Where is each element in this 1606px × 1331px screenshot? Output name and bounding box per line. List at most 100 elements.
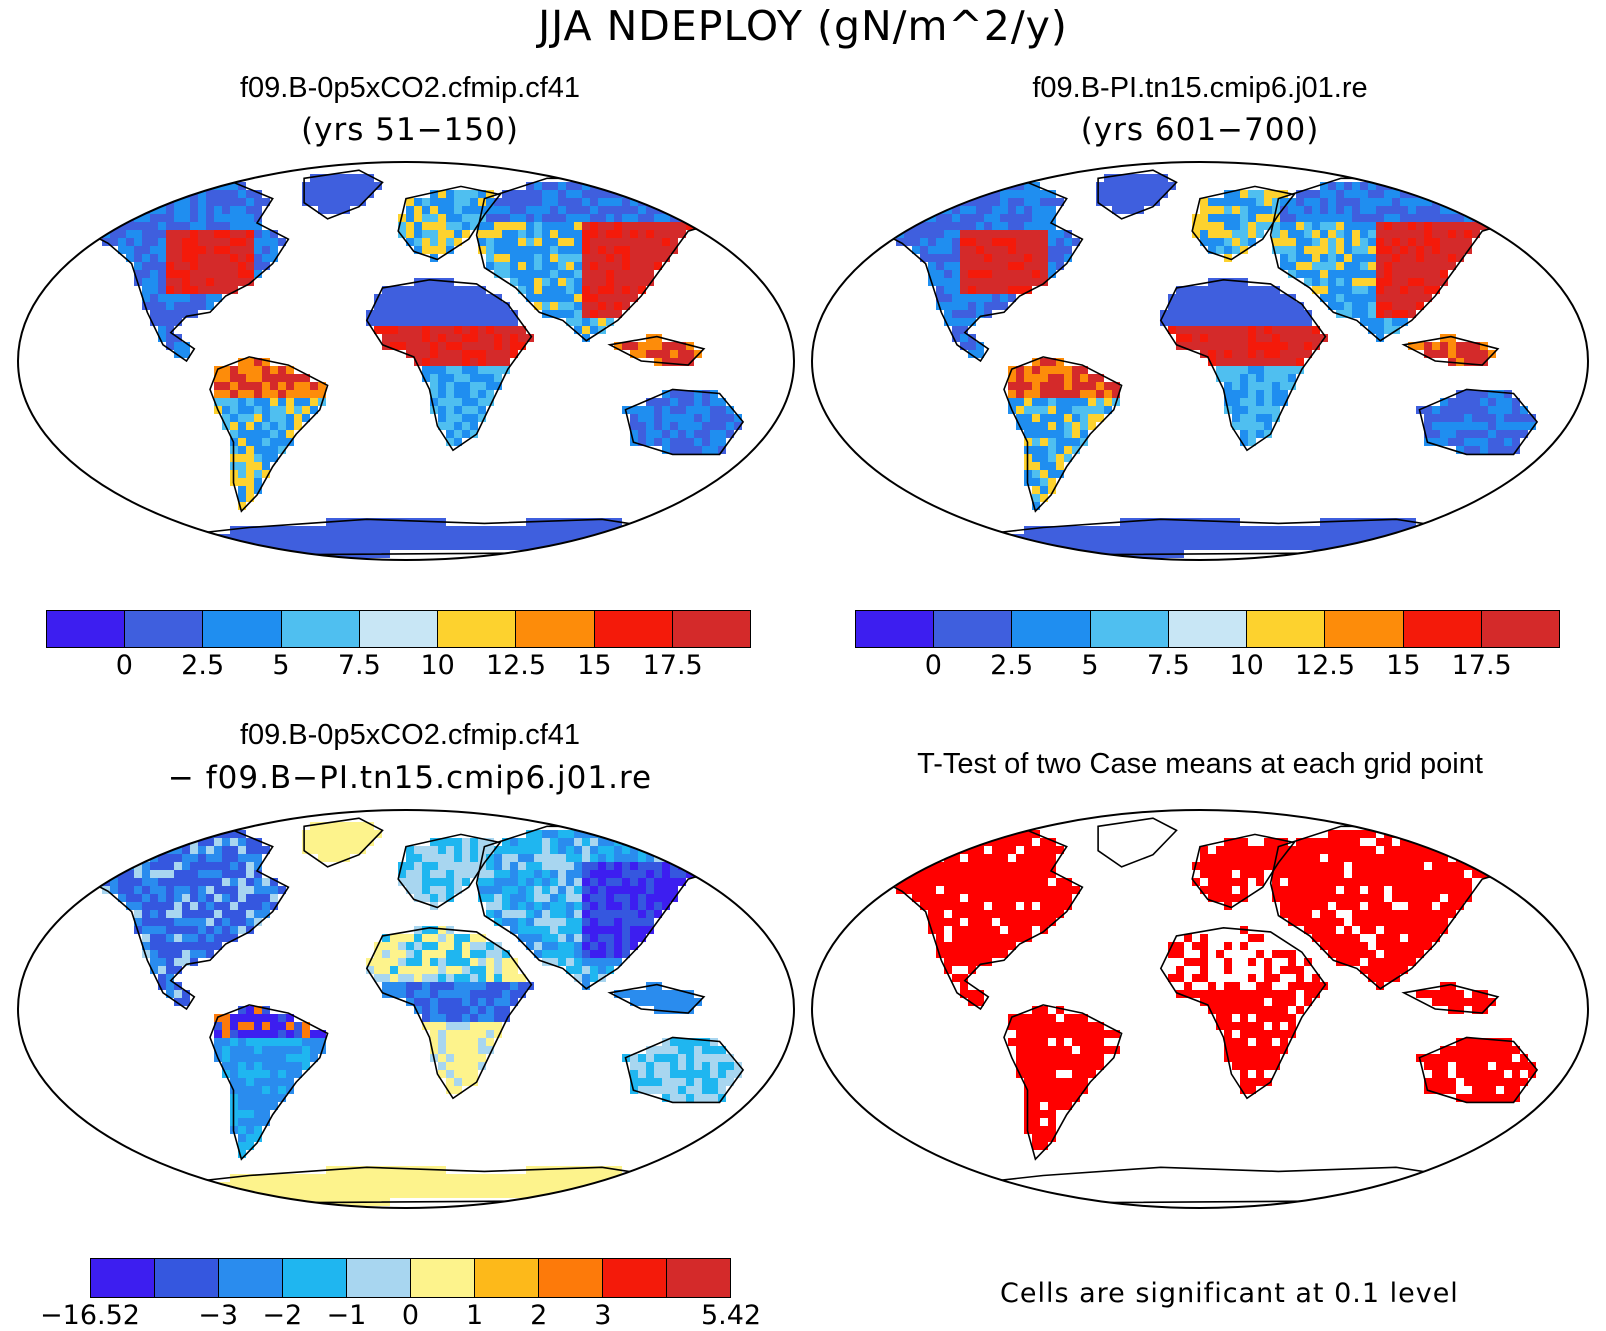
colorbar-tick-label: 17.5 [642, 650, 703, 681]
map-field [869, 169, 1540, 558]
colorbar-tick-label: 0 [115, 650, 133, 681]
coastline-greenland [303, 169, 384, 220]
colorbar-tick-label: −2 [262, 1300, 303, 1331]
colorbar-tick-label: 1 [466, 1300, 484, 1331]
significance-note: Cells are significant at 0.1 level [1000, 1278, 1459, 1309]
colorbar-swatch [203, 611, 282, 647]
coastline-samerica [209, 356, 329, 513]
map-field [75, 169, 746, 558]
colorbar-swatch [856, 611, 935, 647]
coastline-greenland [303, 817, 384, 868]
coastline-samerica [1003, 356, 1123, 513]
coastline-africa [1159, 926, 1327, 1100]
colorbar-tick-label: 15 [1386, 650, 1421, 681]
colorbar-swatch [603, 1259, 667, 1297]
coastline-europe [1191, 185, 1296, 261]
map-ttest [810, 809, 1590, 1209]
coastline-australia [624, 388, 745, 456]
coastline-seasia [1401, 983, 1500, 1014]
colorbar-swatch [667, 1259, 730, 1297]
coastline-seasia [607, 983, 706, 1014]
map-case1 [16, 161, 796, 561]
panel-case2-subtitle: (yrs 601−700) [1080, 112, 1320, 148]
colorbar-tick-label: 0 [401, 1300, 420, 1331]
colorbar-tick-label: 2.5 [990, 650, 1034, 681]
colorbar-tick-label: 10 [1229, 650, 1264, 681]
map-border [810, 809, 1590, 1209]
colorbar-swatch [219, 1259, 283, 1297]
colorbar-swatch [516, 611, 595, 647]
coastline-namerica [75, 829, 290, 1011]
colorbar-tick-label: 10 [420, 650, 455, 681]
coastline-africa [365, 926, 533, 1100]
panel-diff-title: f09.B-0p5xCO2.cfmip.cf41 [239, 719, 581, 751]
colorbar-tick-label: 7.5 [337, 650, 381, 681]
coastline-greenland [1097, 817, 1178, 868]
coastline-samerica [1003, 1004, 1123, 1161]
colorbar-tick-label: 2.5 [181, 650, 225, 681]
coastline-namerica [75, 181, 290, 363]
colorbar-swatch [91, 1259, 155, 1297]
colorbar-tick-label: 12.5 [485, 650, 547, 681]
coastline-samerica [209, 1004, 329, 1161]
colorbar-swatch [539, 1259, 603, 1297]
colorbar-tick-label: 5 [272, 650, 290, 681]
map-border [16, 809, 796, 1209]
colorbar-tick-label: 5 [1081, 650, 1099, 681]
colorbar-swatch [1325, 611, 1404, 647]
colorbar-case1 [46, 610, 751, 648]
coastline-europe [1191, 833, 1296, 909]
map-border [810, 161, 1590, 561]
coastline-africa [365, 278, 533, 452]
colorbar-swatch [934, 611, 1013, 647]
colorbar-swatch [1012, 611, 1091, 647]
coastline-seasia [607, 335, 706, 366]
coastline-namerica [869, 829, 1084, 1011]
colorbar-swatch [594, 611, 673, 647]
panel-ttest-title: T-Test of two Case means at each grid po… [917, 748, 1483, 780]
colorbar-swatch [47, 611, 126, 647]
map-field [869, 817, 1540, 1205]
colorbar-tick-label: −16.52 [40, 1300, 140, 1331]
coastline-africa [1159, 278, 1327, 452]
coastline-australia [1418, 1036, 1539, 1104]
colorbar-swatch [283, 1259, 347, 1297]
colorbar-tick-label: 12.5 [1294, 650, 1356, 681]
colorbar-tick-label: 15 [577, 650, 612, 681]
colorbar-tick-label: 5.42 [700, 1300, 762, 1331]
colorbar-swatch [1481, 611, 1559, 647]
colorbar-swatch [281, 611, 360, 647]
colorbar-tick-label: −1 [326, 1300, 367, 1331]
coastline-australia [624, 1036, 745, 1104]
colorbar-tick-label: 17.5 [1451, 650, 1512, 681]
colorbar-tick-label: 7.5 [1146, 650, 1190, 681]
colorbar-swatch [359, 611, 439, 647]
colorbar-swatch [672, 611, 750, 647]
coastline-greenland [1097, 169, 1178, 220]
coastline-europe [397, 185, 502, 261]
map-diff [16, 809, 796, 1209]
colorbar-tick-label: 2 [530, 1300, 548, 1331]
figure-title: JJA NDEPLOY (gN/m^2/y) [538, 2, 1068, 50]
colorbar-diff [90, 1258, 731, 1298]
colorbar-tick-label: 0 [924, 650, 942, 681]
coastline-australia [1418, 388, 1539, 456]
colorbar-tick-label: 3 [594, 1300, 612, 1331]
colorbar-swatch [438, 611, 517, 647]
colorbar-tick-label: −3 [198, 1300, 239, 1331]
colorbar-swatch [1090, 611, 1169, 647]
colorbar-case2 [855, 610, 1560, 648]
colorbar-swatch [347, 1259, 411, 1297]
coastline-namerica [869, 181, 1084, 363]
map-border [16, 161, 796, 561]
panel-case2-title: f09.B-PI.tn15.cmip6.j01.re [1032, 72, 1368, 104]
colorbar-swatch [411, 1259, 475, 1297]
map-field [75, 817, 746, 1206]
colorbar-swatch [1403, 611, 1482, 647]
colorbar-swatch [475, 1259, 539, 1297]
colorbar-swatch [125, 611, 204, 647]
colorbar-swatch [1247, 611, 1326, 647]
panel-case1-title: f09.B-0p5xCO2.cfmip.cf41 [239, 72, 581, 104]
coastline-seasia [1401, 335, 1500, 366]
coastline-antarctica [915, 1166, 1501, 1205]
